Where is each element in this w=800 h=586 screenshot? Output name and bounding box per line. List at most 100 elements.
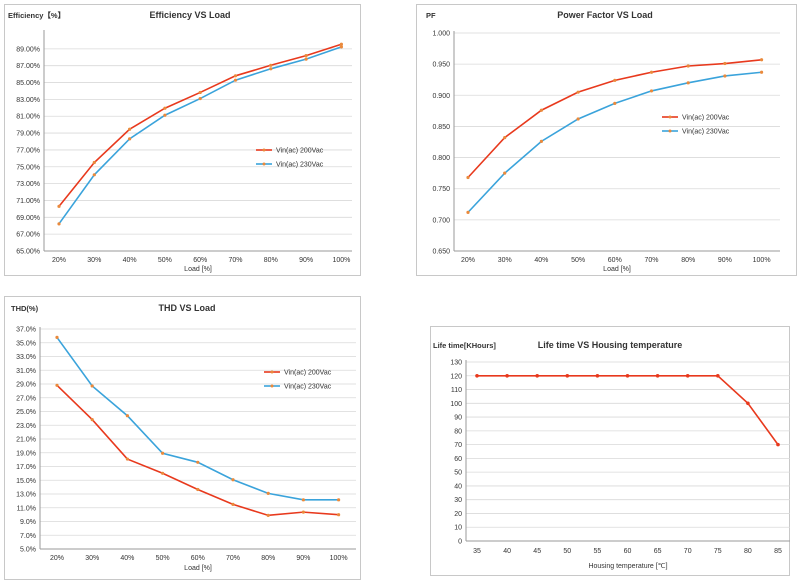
data-point bbox=[90, 384, 94, 388]
legend-marker bbox=[262, 162, 266, 166]
data-point bbox=[196, 487, 200, 492]
y-tick-label: 130 bbox=[450, 360, 462, 367]
data-point bbox=[92, 173, 96, 177]
data-point bbox=[576, 117, 580, 121]
data-point bbox=[776, 442, 780, 447]
x-tick-label: 30% bbox=[87, 257, 101, 264]
data-point bbox=[301, 498, 305, 502]
y-tick-label: 0.850 bbox=[432, 124, 450, 131]
chart-title: THD VS Load bbox=[158, 303, 215, 313]
y-tick-label: 11.0% bbox=[17, 505, 36, 512]
y-tick-label: 83.00% bbox=[16, 97, 40, 104]
x-tick-label: 60% bbox=[608, 257, 622, 264]
data-point bbox=[231, 502, 235, 506]
data-point bbox=[625, 373, 630, 378]
y-tick-label: 23.0% bbox=[16, 423, 36, 430]
y-tick-label: 73.00% bbox=[16, 181, 40, 188]
y-tick-label: 90 bbox=[454, 415, 462, 422]
y-tick-label: 77.00% bbox=[16, 147, 40, 154]
y-tick-label: 35.0% bbox=[16, 340, 36, 347]
data-point bbox=[760, 70, 764, 74]
x-tick-label: 70% bbox=[228, 257, 242, 264]
data-point bbox=[539, 108, 544, 112]
data-point bbox=[613, 78, 617, 82]
y-tick-label: 100 bbox=[450, 401, 462, 408]
chart-title: Power Factor VS Load bbox=[557, 10, 653, 20]
y-tick-label: 67.00% bbox=[16, 232, 40, 239]
data-point bbox=[686, 64, 690, 68]
x-tick-label: 80% bbox=[264, 257, 278, 264]
series-line bbox=[58, 46, 342, 225]
y-tick-label: 110 bbox=[451, 387, 462, 394]
y-tick-label: 79.00% bbox=[16, 131, 40, 138]
y-tick-label: 75.00% bbox=[16, 164, 40, 171]
x-tick-label: 50% bbox=[156, 555, 170, 562]
data-point bbox=[196, 460, 200, 464]
x-tick-label: 60 bbox=[624, 548, 632, 555]
x-tick-label: 40 bbox=[503, 548, 511, 555]
data-point bbox=[565, 373, 570, 378]
data-point bbox=[55, 335, 59, 340]
y-tick-label: 0.950 bbox=[432, 62, 450, 69]
y-axis-label: THD(%) bbox=[11, 304, 39, 313]
x-tick-label: 65 bbox=[654, 548, 662, 555]
legend-label: Vin(ac) 230Vac bbox=[284, 384, 332, 391]
y-tick-label: 30 bbox=[454, 497, 462, 504]
data-point bbox=[128, 137, 132, 141]
y-tick-label: 0.800 bbox=[432, 155, 450, 162]
y-tick-label: 87.00% bbox=[16, 63, 40, 70]
x-tick-label: 80% bbox=[261, 555, 275, 562]
chart-1: 0.650 0.700 0.750 0.800 0.850 0.900 0.950 1.000… bbox=[426, 10, 780, 273]
y-tick-label: 7.0% bbox=[20, 533, 36, 540]
legend-marker bbox=[668, 129, 672, 133]
x-axis-label: Load [%] bbox=[603, 266, 631, 273]
x-axis-label: Load [%] bbox=[184, 266, 212, 273]
y-tick-label: 1.000 bbox=[432, 31, 450, 38]
x-tick-label: 60% bbox=[193, 257, 207, 264]
y-tick-label: 19.0% bbox=[16, 450, 36, 457]
y-tick-label: 0 bbox=[458, 539, 462, 546]
y-axis-label: Efficiency【%】 bbox=[8, 10, 65, 20]
y-tick-label: 120 bbox=[450, 373, 462, 380]
chart-title: Efficiency VS Load bbox=[149, 10, 230, 20]
y-tick-label: 0.900 bbox=[432, 93, 450, 100]
data-point bbox=[505, 373, 509, 378]
data-point bbox=[57, 222, 61, 226]
series-line bbox=[58, 43, 342, 207]
data-point bbox=[128, 127, 132, 131]
legend-marker bbox=[270, 370, 274, 374]
x-tick-label: 90% bbox=[299, 257, 313, 264]
data-point bbox=[233, 74, 238, 78]
data-point bbox=[613, 101, 617, 105]
data-point bbox=[269, 67, 273, 71]
legend-marker bbox=[668, 115, 672, 119]
x-tick-label: 100% bbox=[332, 257, 350, 264]
thd-chart-panel bbox=[4, 296, 361, 580]
y-tick-label: 37.0% bbox=[16, 327, 36, 334]
x-axis-label: Housing temperature [℃] bbox=[588, 563, 667, 570]
data-point bbox=[466, 175, 470, 180]
x-tick-label: 85 bbox=[774, 548, 782, 555]
data-point bbox=[55, 383, 59, 387]
x-tick-label: 90% bbox=[296, 555, 310, 562]
x-tick-label: 30% bbox=[498, 257, 512, 264]
data-point bbox=[503, 171, 507, 175]
x-tick-label: 40% bbox=[534, 257, 548, 264]
x-tick-label: 20% bbox=[50, 555, 64, 562]
data-point bbox=[539, 139, 544, 143]
efficiency-chart-panel bbox=[4, 4, 361, 276]
y-tick-label: 9.0% bbox=[20, 519, 36, 526]
data-point bbox=[746, 401, 750, 406]
x-tick-label: 70% bbox=[226, 555, 240, 562]
chart-title: Life time VS Housing temperature bbox=[538, 340, 683, 350]
data-point bbox=[301, 510, 305, 514]
y-tick-label: 21.0% bbox=[16, 437, 36, 444]
data-point bbox=[760, 58, 764, 62]
data-point bbox=[339, 42, 343, 46]
data-point bbox=[161, 471, 165, 475]
x-tick-label: 100% bbox=[753, 257, 771, 264]
y-tick-label: 13.0% bbox=[16, 492, 36, 499]
y-tick-label: 25.0% bbox=[16, 409, 36, 416]
y-tick-label: 31.0% bbox=[16, 368, 36, 375]
data-point bbox=[269, 63, 273, 67]
